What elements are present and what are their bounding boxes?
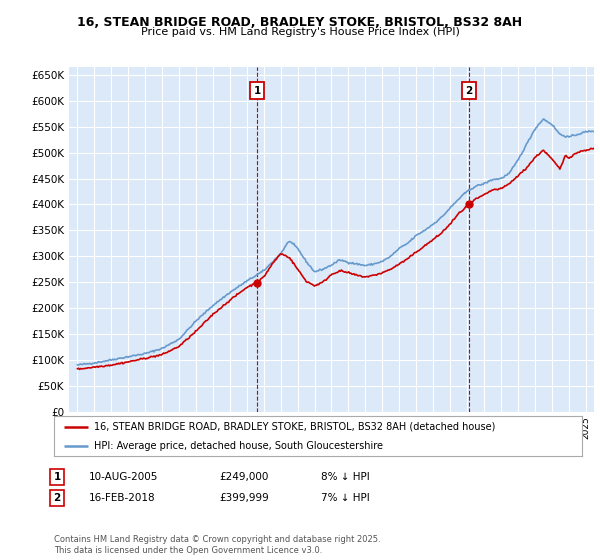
Text: HPI: Average price, detached house, South Gloucestershire: HPI: Average price, detached house, Sout…	[94, 441, 383, 450]
Text: 1: 1	[254, 86, 261, 96]
Text: 2: 2	[53, 493, 61, 503]
Text: 1: 1	[53, 472, 61, 482]
Text: Price paid vs. HM Land Registry's House Price Index (HPI): Price paid vs. HM Land Registry's House …	[140, 27, 460, 37]
Text: 10-AUG-2005: 10-AUG-2005	[89, 472, 158, 482]
Text: 7% ↓ HPI: 7% ↓ HPI	[321, 493, 370, 503]
Text: 16, STEAN BRIDGE ROAD, BRADLEY STOKE, BRISTOL, BS32 8AH: 16, STEAN BRIDGE ROAD, BRADLEY STOKE, BR…	[77, 16, 523, 29]
Text: 16-FEB-2018: 16-FEB-2018	[89, 493, 155, 503]
Text: £399,999: £399,999	[219, 493, 269, 503]
Text: 8% ↓ HPI: 8% ↓ HPI	[321, 472, 370, 482]
Text: Contains HM Land Registry data © Crown copyright and database right 2025.
This d: Contains HM Land Registry data © Crown c…	[54, 535, 380, 554]
Text: 16, STEAN BRIDGE ROAD, BRADLEY STOKE, BRISTOL, BS32 8AH (detached house): 16, STEAN BRIDGE ROAD, BRADLEY STOKE, BR…	[94, 422, 495, 432]
Text: 2: 2	[466, 86, 473, 96]
Text: £249,000: £249,000	[219, 472, 268, 482]
